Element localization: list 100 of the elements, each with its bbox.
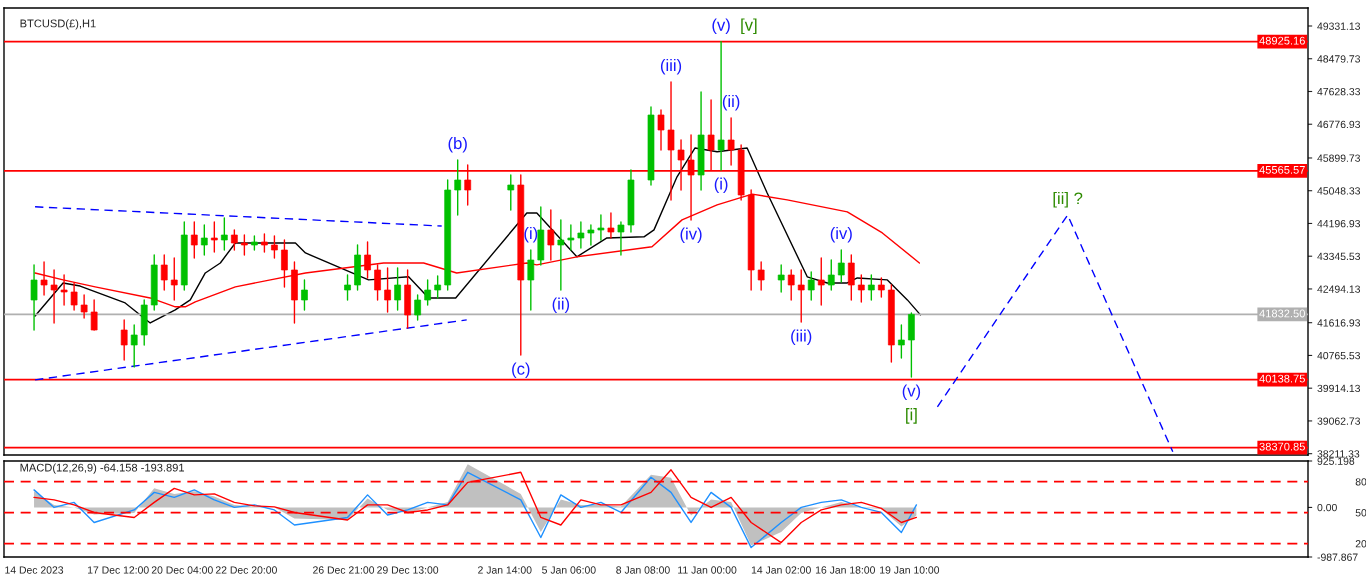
x-tick-label: 11 Jan 00:00 [678, 566, 737, 574]
candlestick [210, 221, 218, 253]
candlestick [220, 217, 228, 251]
candlestick [507, 174, 515, 211]
candlestick [717, 40, 725, 171]
candlestick [587, 224, 595, 246]
candlestick [597, 214, 605, 241]
y-tick-label: 47628.33 [1317, 87, 1361, 96]
annotation: [ii] ? [1053, 191, 1083, 208]
x-tick-label: 16 Jan 18:00 [815, 566, 875, 574]
x-tick-label: 2 Jan 14:00 [478, 566, 532, 574]
candlestick [527, 249, 535, 311]
x-tick-label: 8 Jan 08:00 [616, 566, 670, 574]
candlestick [757, 261, 765, 291]
ref-line-label: 40138.75 [1259, 374, 1305, 383]
candlestick [787, 269, 795, 301]
ref-line-label: 48925.16 [1259, 36, 1305, 45]
y-tick-label: 45048.33 [1317, 187, 1361, 195]
y-tick-label: 44196.93 [1317, 219, 1361, 228]
y-tick-label: 925.198 [1317, 457, 1355, 465]
x-tick-label: 17 Dec 12:00 [87, 566, 149, 574]
candlestick [30, 264, 38, 331]
candlestick [301, 279, 308, 311]
candlestick [837, 249, 845, 283]
candlestick [190, 221, 198, 259]
annotation: (b) [448, 136, 467, 153]
ref-line-label: 38370.85 [1259, 442, 1305, 451]
candlestick [80, 294, 88, 319]
candlestick [898, 324, 905, 359]
x-tick-label: 29 Dec 13:00 [377, 566, 439, 574]
candlestick [454, 159, 462, 216]
y-tick-label: 45899.73 [1317, 154, 1361, 162]
annotation: (iii) [791, 329, 812, 346]
x-tick-label: 19 Jan 10:00 [880, 566, 940, 574]
annotation: (iv) [830, 226, 852, 243]
y2-tick-label: 20 [1355, 540, 1366, 548]
candlestick [120, 319, 128, 361]
y-tick-label: 49331.13 [1317, 22, 1361, 30]
annotation: (v) [712, 18, 730, 35]
annotation: (c) [512, 362, 530, 379]
candlestick [607, 212, 615, 239]
text: BTCUSD(£),H1 [20, 19, 96, 30]
candlestick [857, 274, 865, 303]
candlestick [817, 257, 825, 306]
x-tick-label: 26 Dec 21:00 [313, 566, 375, 574]
annotation: (i) [714, 177, 728, 194]
x-tick-label: 14 Jan 02:00 [751, 566, 811, 574]
y-tick-label: 0.00 [1317, 503, 1337, 512]
candlestick [617, 221, 625, 256]
y-tick-label: 42494.13 [1317, 285, 1361, 293]
annotation: [i] [906, 408, 917, 424]
candlestick [877, 277, 885, 298]
y-tick-label: -987.867 [1317, 553, 1358, 561]
candlestick [281, 239, 288, 288]
annotation: (ii) [552, 297, 570, 314]
y-tick-label: 39062.73 [1317, 417, 1361, 425]
candlestick [364, 241, 371, 279]
y-tick-label: 39914.13 [1317, 384, 1361, 393]
candlestick [424, 279, 431, 306]
y2-tick-label: 80 [1355, 478, 1366, 486]
candlestick [271, 235, 278, 259]
candlestick [241, 234, 248, 256]
candlestick [557, 219, 565, 291]
annotation: (i) [524, 226, 538, 243]
candlestick [200, 224, 208, 256]
candlestick [827, 259, 835, 291]
candlestick [160, 254, 168, 291]
y-tick-label: 43345.53 [1317, 252, 1361, 261]
candlestick [847, 254, 855, 301]
candlestick [130, 324, 138, 368]
chart-title: MACD(12,26,9) -64.158 -193.891 [20, 463, 185, 474]
candlestick [807, 271, 815, 301]
annotation: [v] [741, 18, 757, 35]
candlestick [727, 117, 735, 166]
annotation: (ii) [722, 94, 740, 111]
x-tick-label: 22 Dec 20:00 [215, 566, 277, 574]
candlestick [170, 257, 178, 301]
x-tick-label: 5 Jan 06:00 [542, 566, 596, 574]
y-tick-label: 48479.73 [1317, 55, 1361, 63]
candlestick [384, 267, 391, 313]
x-tick-label: 14 Dec 2023 [5, 566, 64, 574]
candlestick [434, 275, 442, 299]
candlestick [231, 229, 238, 251]
candlestick [867, 274, 875, 301]
candlestick [777, 264, 785, 293]
ref-line-label: 45565.57 [1259, 165, 1305, 174]
annotation: (iv) [680, 227, 702, 244]
candlestick [577, 221, 585, 249]
y-tick-label: 38211.33 [1317, 450, 1360, 458]
candlestick [374, 264, 381, 301]
candlestick [344, 274, 351, 301]
y-tick-label: 46776.93 [1317, 120, 1361, 129]
candlestick [657, 109, 665, 151]
candlestick [797, 269, 805, 323]
annotation: (v) [902, 384, 921, 401]
candlestick [547, 209, 555, 261]
y-tick-label: 41616.93 [1317, 319, 1361, 327]
candlestick [40, 261, 48, 296]
ref-line-label: 41832.50 [1259, 309, 1305, 318]
x-tick-label: 20 Dec 04:00 [151, 566, 213, 574]
